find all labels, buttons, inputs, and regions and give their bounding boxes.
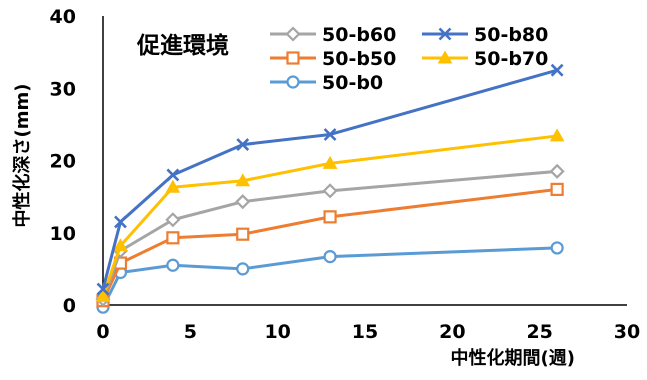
series-50-b50 bbox=[96, 182, 564, 308]
x-axis-title: 中性化期間(週) bbox=[451, 347, 575, 369]
x-tick-label: 30 bbox=[614, 321, 640, 343]
data-point bbox=[165, 212, 181, 228]
data-point bbox=[166, 231, 180, 245]
data-point bbox=[550, 241, 564, 255]
legend-item: 50-b70 bbox=[422, 48, 548, 70]
legend-item: 50-b60 bbox=[270, 24, 396, 46]
series-50-b70 bbox=[95, 128, 565, 302]
legend-label: 50-b50 bbox=[322, 48, 396, 70]
data-point bbox=[236, 262, 250, 276]
y-tick-label: 0 bbox=[63, 295, 76, 317]
data-point bbox=[166, 168, 180, 182]
data-point bbox=[114, 215, 127, 229]
data-point bbox=[549, 163, 565, 179]
series-line bbox=[101, 169, 558, 300]
legend-marker bbox=[286, 75, 300, 89]
data-point bbox=[236, 227, 250, 241]
legend-marker bbox=[285, 26, 301, 42]
series-line bbox=[101, 68, 558, 290]
y-tick-label: 30 bbox=[50, 78, 76, 100]
axes bbox=[102, 16, 627, 306]
data-point bbox=[323, 249, 337, 264]
x-tick-label: 10 bbox=[264, 321, 290, 343]
legend-label: 50-b80 bbox=[474, 24, 548, 46]
data-point bbox=[235, 194, 251, 210]
data-point bbox=[165, 179, 181, 193]
legend: 50-b60 50-b80 50-b50 50-b70 50-b0 bbox=[270, 24, 548, 94]
data-point bbox=[550, 63, 564, 77]
tick-labels: 0 5 10 15 20 25 30 0 10 20 30 40 bbox=[50, 6, 641, 343]
data-point bbox=[322, 155, 338, 169]
legend-label: 50-b0 bbox=[322, 72, 383, 94]
chart-annotation: 促進環境 bbox=[136, 32, 229, 59]
data-point bbox=[113, 238, 128, 252]
data-point bbox=[323, 210, 337, 224]
series-layer bbox=[95, 63, 565, 314]
x-tick-label: 20 bbox=[439, 321, 465, 343]
legend-label: 50-b70 bbox=[474, 48, 548, 70]
y-axis-title: 中性化深さ(mm) bbox=[11, 84, 33, 228]
legend-item: 50-b0 bbox=[270, 72, 383, 94]
legend-marker bbox=[437, 50, 453, 64]
data-point bbox=[95, 288, 111, 302]
data-point bbox=[323, 128, 337, 141]
data-point bbox=[96, 282, 110, 296]
y-tick-label: 20 bbox=[50, 151, 76, 173]
data-point bbox=[236, 138, 250, 152]
y-tick-label: 40 bbox=[50, 6, 76, 28]
series-50-b0 bbox=[96, 241, 564, 314]
series-line bbox=[101, 134, 558, 297]
data-point bbox=[235, 173, 251, 187]
x-tick-label: 25 bbox=[526, 321, 552, 343]
data-point bbox=[549, 128, 565, 142]
x-tick-label: 15 bbox=[352, 321, 378, 343]
legend-item: 50-b80 bbox=[422, 24, 548, 46]
data-point bbox=[322, 183, 338, 199]
legend-item: 50-b50 bbox=[270, 48, 396, 70]
series-line bbox=[101, 187, 558, 302]
data-point bbox=[550, 182, 564, 196]
data-point bbox=[166, 258, 180, 272]
legend-label: 50-b60 bbox=[322, 24, 396, 46]
x-tick-label: 5 bbox=[184, 321, 197, 343]
series-50-b80 bbox=[96, 63, 564, 296]
x-tick-label: 0 bbox=[96, 321, 109, 343]
legend-marker bbox=[438, 27, 452, 41]
legend-marker bbox=[286, 51, 300, 65]
y-tick-label: 10 bbox=[50, 223, 76, 245]
